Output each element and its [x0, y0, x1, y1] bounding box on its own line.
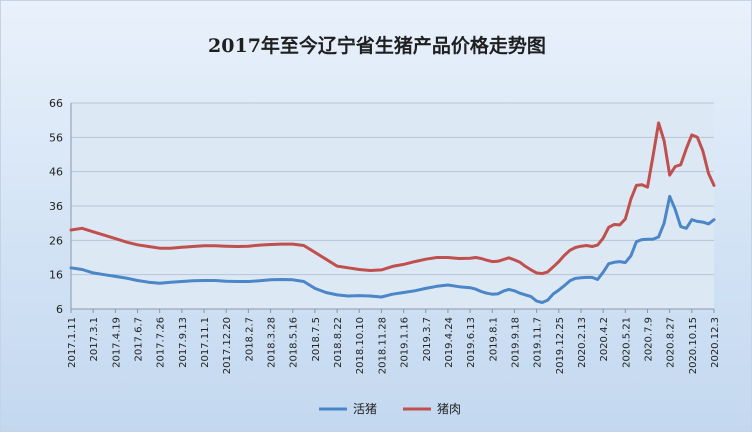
x-tick-label: 2018.11.28 — [377, 317, 388, 374]
x-tick-label: 2020.2.13 — [577, 317, 588, 368]
x-tick-label: 2020.4.2 — [599, 317, 610, 362]
x-tick-label: 2017.11.1 — [200, 317, 211, 368]
x-tick-label: 2018.8.22 — [333, 317, 344, 368]
x-tick-label: 2020.5.21 — [621, 317, 632, 368]
x-tick-label: 2017.9.13 — [178, 317, 189, 368]
y-tick-label: 66 — [49, 97, 63, 110]
y-tick-label: 6 — [56, 303, 63, 316]
x-tick-label: 2017.7.26 — [156, 317, 167, 368]
x-tick-label: 2017.6.7 — [134, 317, 145, 362]
x-tick-label: 2017.12.20 — [222, 317, 233, 374]
series-line-pork — [69, 121, 716, 276]
x-tick-label: 2019.9.18 — [510, 317, 521, 368]
x-tick-label: 2018.3.28 — [267, 317, 278, 368]
legend-live-hog-label: 活猪 — [353, 402, 377, 416]
x-tick-label: 2017.3.1 — [89, 317, 100, 362]
x-tick-label: 2018.5.16 — [289, 317, 300, 368]
legend-pork-label: 猪肉 — [437, 402, 461, 416]
x-tick-label: 2020.12.3 — [710, 317, 721, 368]
x-tick-label: 2019.8.1 — [488, 317, 499, 362]
x-tick-label: 2017.1.11 — [67, 317, 78, 368]
x-tick-label: 2020.10.15 — [688, 317, 699, 374]
chart-title: 2017年至今辽宁省生猪产品价格走势图 — [208, 35, 546, 57]
x-tick-label: 2018.10.10 — [355, 317, 366, 374]
x-tick-label: 2018.2.7 — [244, 317, 255, 362]
y-tick-label: 16 — [49, 269, 63, 282]
x-tick-label: 2019.4.24 — [444, 317, 455, 368]
x-tick-label: 2019.1.16 — [400, 317, 411, 368]
x-tick-label: 2017.4.19 — [111, 317, 122, 368]
x-tick-label: 2019.11.7 — [533, 317, 544, 368]
x-tick-label: 2019.12.25 — [555, 317, 566, 374]
y-tick-label: 26 — [49, 234, 63, 247]
y-tick-label: 56 — [49, 131, 63, 144]
x-tick-label: 2020.7.9 — [643, 317, 654, 362]
series-line-live-hog — [69, 194, 716, 304]
x-tick-label: 2020.8.27 — [666, 317, 677, 368]
x-tick-label: 2018.7.5 — [311, 317, 322, 362]
x-tick-label: 2019.3.7 — [422, 317, 433, 362]
x-tick-label: 2019.6.13 — [466, 317, 477, 368]
y-tick-label: 36 — [49, 200, 63, 213]
y-tick-label: 46 — [49, 166, 63, 179]
